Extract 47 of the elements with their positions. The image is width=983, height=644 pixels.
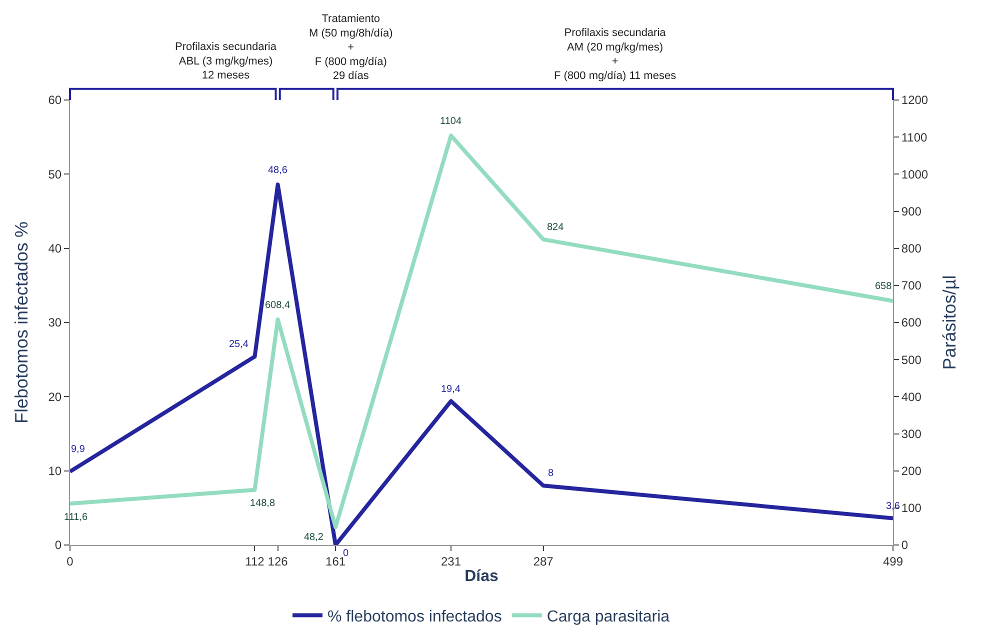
data-label: 8 [548,468,554,479]
data-label: 25,4 [229,339,249,350]
legend-label: Carga parasitaria [546,608,670,626]
y2-tick-label: 1100 [901,130,928,144]
legend-label: % flebotomos infectados [328,608,502,626]
y2-axis-title: Parásitos/µl [940,275,960,370]
x-tick-label: 126 [268,554,288,568]
data-label: 3,6 [886,501,900,512]
text: Profilaxis secundaria ABL (3 mg/kg/mes) 12 meses [175,41,278,82]
y-tick-label: 50 [48,167,62,182]
y-tick-label: 0 [54,538,62,552]
data-label: 148,8 [250,498,276,509]
x-tick-label: 112 [245,554,265,568]
x-tick-label: 231 [440,554,462,568]
y-tick-label: 40 [48,242,62,256]
y2-tick-label: 500 [901,352,922,367]
data-label: 658 [875,281,892,292]
y2-tick-label: 600 [901,316,922,330]
y-tick-label: 10 [48,464,62,478]
y2-tick-label: 400 [901,390,922,404]
x-tick-label: 0 [66,554,74,568]
y2-tick-label: 100 [901,501,922,516]
data-label: 608,4 [265,300,290,311]
data-label: 48,2 [304,532,324,543]
y2-tick-label: 700 [901,278,922,293]
text: Tratamiento M (50 mg/8h/día) + F (800 mg/día) 29 días [309,13,393,82]
data-label: 48,6 [268,165,288,176]
x-axis-title: Días [464,568,498,586]
y-tick-label: 20 [48,390,62,404]
y-tick-label: 30 [48,316,62,330]
y-tick-label: 60 [48,93,62,108]
y2-tick-label: 200 [901,464,922,478]
y2-tick-label: 900 [901,204,922,218]
data-label: 824 [547,222,564,233]
y2-tick-label: 1200 [901,93,928,108]
y2-tick-label: 1000 [901,167,928,182]
y2-tick-label: 0 [901,538,908,552]
x-tick-label: 287 [533,554,554,568]
y2-tick-label: 800 [901,242,922,256]
data-label: 9,9 [71,444,86,455]
y-axis-title: Flebotomos infectados % [11,221,32,424]
x-tick-label: 499 [882,554,904,568]
data-label: 19,4 [441,384,461,395]
y2-tick-label: 300 [901,426,922,441]
data-label: 1104 [440,116,462,127]
text: Profilaxis secundaria AM (20 mg/kg/mes) + F (800 mg/día) 11 meses [554,27,677,82]
data-label: 111,6 [64,512,88,523]
